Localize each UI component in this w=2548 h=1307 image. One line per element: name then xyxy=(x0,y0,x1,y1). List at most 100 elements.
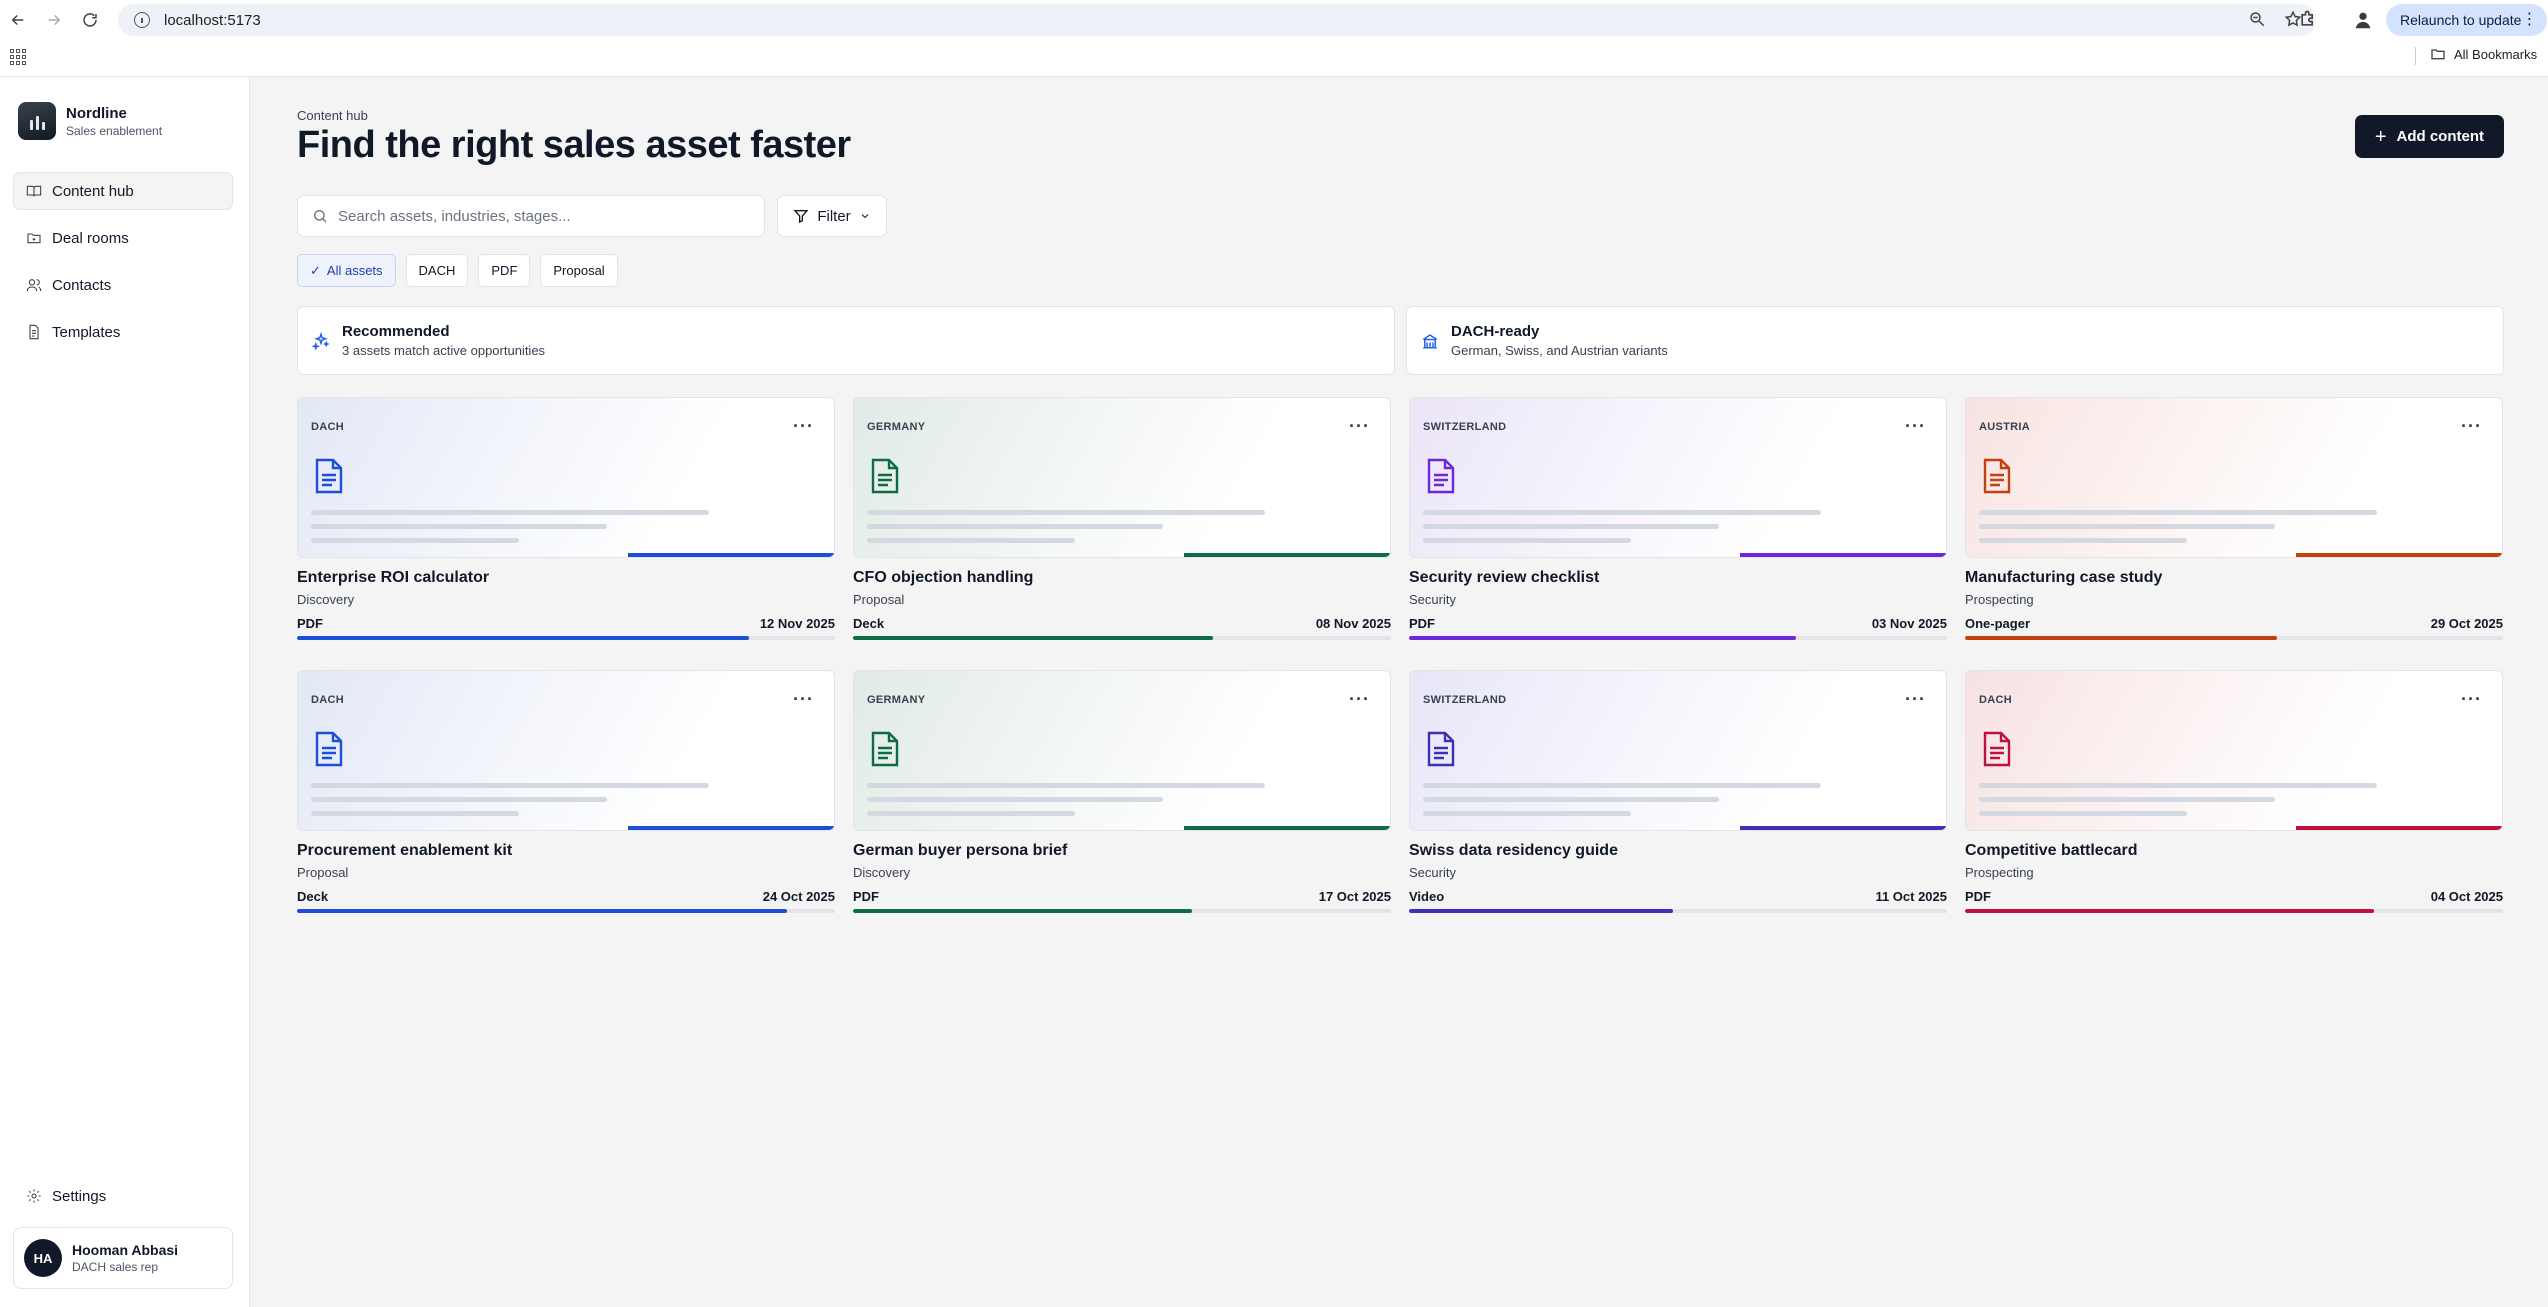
asset-meta: Deck 24 Oct 2025 xyxy=(297,889,835,904)
chip-pdf[interactable]: PDF xyxy=(478,254,531,287)
bookmarks-divider xyxy=(2415,47,2416,65)
asset-thumbnail[interactable]: SWITZERLAND ··· xyxy=(1409,397,1947,558)
chip-label: DACH xyxy=(418,263,456,278)
asset-date: 29 Oct 2025 xyxy=(2430,616,2503,631)
asset-card[interactable]: DACH ··· Enterprise ROI calculator Disco… xyxy=(297,397,835,670)
asset-date: 03 Nov 2025 xyxy=(1871,616,1947,631)
more-horizontal-icon[interactable]: ··· xyxy=(793,689,814,709)
user-profile-card[interactable]: HA Hooman Abbasi DACH sales rep xyxy=(13,1227,233,1289)
asset-card[interactable]: AUSTRIA ··· Manufacturing case study Pro… xyxy=(1965,397,2503,670)
apps-grid-icon[interactable] xyxy=(10,49,26,65)
back-button[interactable] xyxy=(0,2,36,38)
asset-type: Deck xyxy=(853,616,885,631)
placeholder-line xyxy=(1423,524,1719,529)
user-name: Hooman Abbasi xyxy=(72,1242,179,1258)
filter-button[interactable]: Filter xyxy=(777,195,887,237)
chip-proposal[interactable]: Proposal xyxy=(540,254,618,287)
check-icon: ✓ xyxy=(310,262,321,278)
chevron-down-icon xyxy=(861,214,869,219)
asset-card[interactable]: GERMANY ··· German buyer persona brief D… xyxy=(853,670,1391,943)
asset-stage: Prospecting xyxy=(1965,865,2034,880)
chip-all-assets[interactable]: ✓ All assets xyxy=(297,254,396,287)
document-icon xyxy=(871,731,899,767)
profile-icon[interactable] xyxy=(2352,9,2374,31)
asset-thumbnail[interactable]: DACH ··· xyxy=(297,397,835,558)
asset-thumbnail[interactable]: AUSTRIA ··· xyxy=(1965,397,2503,558)
bookmark-star-icon[interactable] xyxy=(2284,10,2302,28)
arrow-right-icon xyxy=(48,14,61,26)
asset-progress xyxy=(1409,636,1947,640)
sidebar-item-label: Content hub xyxy=(52,182,134,200)
asset-card[interactable]: SWITZERLAND ··· Swiss data residency gui… xyxy=(1409,670,1947,943)
chip-dach[interactable]: DACH xyxy=(405,254,469,287)
brand[interactable]: Nordline Sales enablement xyxy=(18,102,162,140)
asset-date: 11 Oct 2025 xyxy=(1875,889,1947,904)
asset-card[interactable]: DACH ··· Competitive battlecard Prospect… xyxy=(1965,670,2503,943)
placeholder-line xyxy=(1423,783,1821,788)
more-horizontal-icon[interactable]: ··· xyxy=(1349,416,1370,436)
gear-icon xyxy=(27,1189,41,1203)
more-horizontal-icon[interactable]: ··· xyxy=(1905,689,1926,709)
asset-thumbnail[interactable]: GERMANY ··· xyxy=(853,397,1391,558)
asset-title[interactable]: Swiss data residency guide xyxy=(1409,842,1618,859)
asset-title[interactable]: Enterprise ROI calculator xyxy=(297,569,490,586)
search-box[interactable] xyxy=(297,195,765,237)
asset-stage: Discovery xyxy=(853,865,911,880)
asset-thumbnail[interactable]: DACH ··· xyxy=(1965,670,2503,831)
asset-title[interactable]: Competitive battlecard xyxy=(1965,842,2138,859)
chip-label: Proposal xyxy=(553,263,605,278)
zoom-icon[interactable] xyxy=(2248,10,2266,28)
asset-date: 17 Oct 2025 xyxy=(1318,889,1391,904)
reload-button[interactable] xyxy=(72,2,108,38)
asset-progress-fill xyxy=(297,909,787,913)
brand-subtitle: Sales enablement xyxy=(66,123,163,138)
asset-stage: Proposal xyxy=(297,865,349,880)
sidebar-item-contacts[interactable]: Contacts xyxy=(13,266,233,304)
asset-progress-fill xyxy=(853,636,1214,640)
placeholder-line xyxy=(867,811,1075,816)
asset-title[interactable]: Procurement enablement kit xyxy=(297,842,513,859)
recommended-panel[interactable]: Recommended 3 assets match active opport… xyxy=(297,306,1395,375)
document-icon xyxy=(1427,458,1455,494)
placeholder-line xyxy=(311,524,607,529)
document-icon xyxy=(315,731,343,767)
more-horizontal-icon[interactable]: ··· xyxy=(2461,689,2482,709)
search-input[interactable] xyxy=(338,207,738,225)
site-info-icon[interactable] xyxy=(134,12,150,28)
asset-progress-fill xyxy=(297,636,749,640)
forward-button[interactable] xyxy=(36,2,72,38)
asset-title[interactable]: Manufacturing case study xyxy=(1965,569,2163,586)
asset-card[interactable]: DACH ··· Procurement enablement kit Prop… xyxy=(297,670,835,943)
asset-title[interactable]: CFO objection handling xyxy=(853,569,1034,586)
all-bookmarks-label: All Bookmarks xyxy=(2454,46,2538,62)
sidebar-item-settings[interactable]: Settings xyxy=(13,1177,233,1215)
extensions-icon[interactable] xyxy=(2298,9,2318,29)
more-horizontal-icon[interactable]: ··· xyxy=(793,416,814,436)
dach-ready-panel[interactable]: DACH-ready German, Swiss, and Austrian v… xyxy=(1406,306,2504,375)
sidebar-item-deal-rooms[interactable]: Deal rooms xyxy=(13,219,233,257)
asset-title[interactable]: Security review checklist xyxy=(1409,569,1600,586)
asset-card[interactable]: GERMANY ··· CFO objection handling Propo… xyxy=(853,397,1391,670)
file-icon xyxy=(29,324,39,340)
browser-chrome: localhost:5173 Relaunch to update ⋮ All … xyxy=(0,0,2548,77)
placeholder-line xyxy=(1979,538,2187,543)
asset-progress xyxy=(297,636,835,640)
asset-card[interactable]: SWITZERLAND ··· Security review checklis… xyxy=(1409,397,1947,670)
add-content-button[interactable]: + Add content xyxy=(2354,115,2504,158)
asset-thumbnail[interactable]: GERMANY ··· xyxy=(853,670,1391,831)
asset-title[interactable]: German buyer persona brief xyxy=(853,842,1068,859)
arrow-left-icon xyxy=(11,14,24,26)
users-icon xyxy=(26,279,42,292)
relaunch-button[interactable]: Relaunch to update ⋮ xyxy=(2386,4,2548,36)
all-bookmarks-button[interactable]: All Bookmarks xyxy=(2430,46,2537,62)
address-bar[interactable]: localhost:5173 xyxy=(118,4,2316,36)
more-horizontal-icon[interactable]: ··· xyxy=(2461,416,2482,436)
asset-progress-fill xyxy=(853,909,1192,913)
more-horizontal-icon[interactable]: ··· xyxy=(1349,689,1370,709)
more-horizontal-icon[interactable]: ··· xyxy=(1905,416,1926,436)
sidebar-item-content-hub[interactable]: Content hub xyxy=(13,172,233,210)
sidebar-item-templates[interactable]: Templates xyxy=(13,313,233,351)
placeholder-line xyxy=(311,510,709,515)
asset-thumbnail[interactable]: SWITZERLAND ··· xyxy=(1409,670,1947,831)
asset-thumbnail[interactable]: DACH ··· xyxy=(297,670,835,831)
